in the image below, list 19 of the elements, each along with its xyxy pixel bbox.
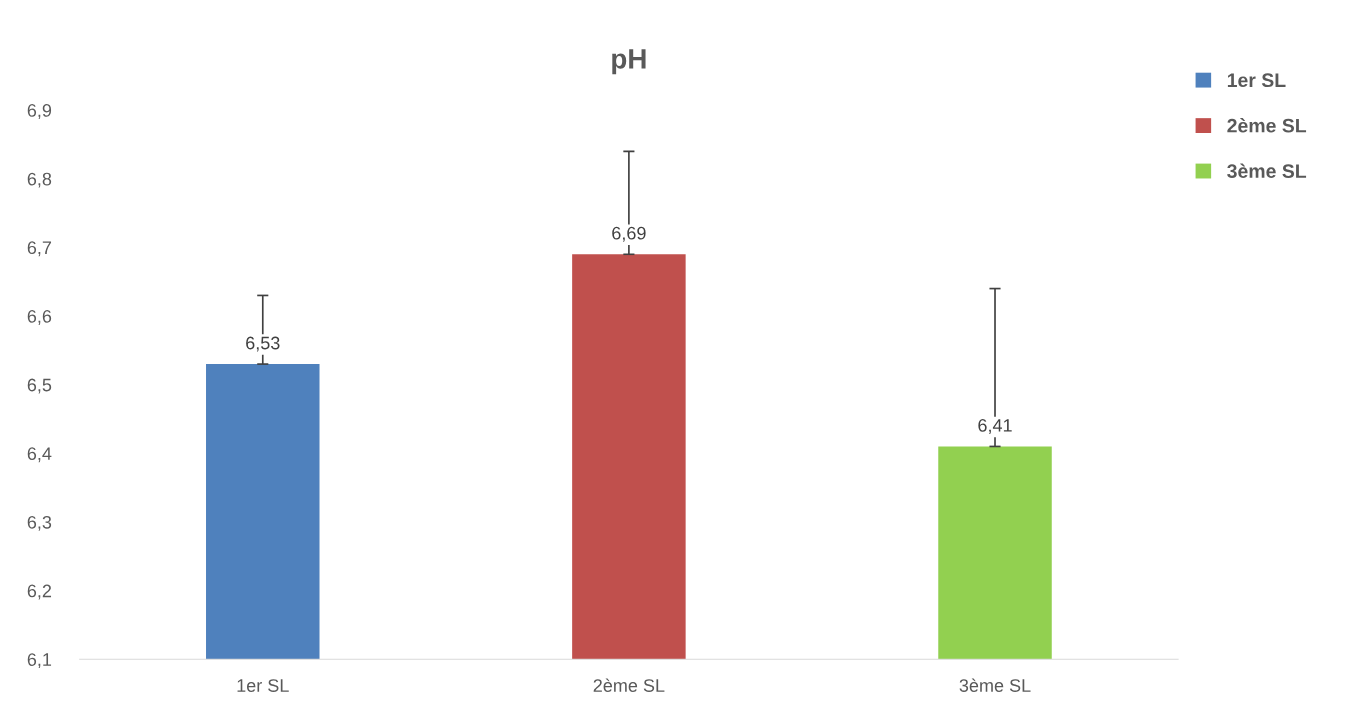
- y-tick-label: 6,2: [27, 584, 52, 600]
- y-tick-label: 6,5: [27, 378, 52, 394]
- data-label: 6,41: [978, 418, 1012, 434]
- y-tick-label: 6,9: [27, 104, 52, 119]
- x-tick-label: 2ème SL: [593, 678, 665, 692]
- x-tick-label: 1er SL: [237, 679, 289, 692]
- legend-label: 3ème SL: [1227, 163, 1307, 179]
- data-label: 6,69: [612, 226, 646, 242]
- y-tick-label: 6,7: [27, 241, 52, 257]
- chart-title: pH: [612, 49, 646, 75]
- x-tick-label: 3ème SL: [959, 678, 1031, 692]
- y-tick-label: 6,3: [27, 515, 52, 531]
- legend-label: 1er SL: [1227, 73, 1286, 88]
- y-tick-label: 6,4: [27, 447, 52, 463]
- y-tick-label: 6,8: [27, 172, 52, 188]
- y-tick-label: 6,1: [27, 653, 52, 669]
- data-label: 6,53: [246, 336, 280, 352]
- y-tick-label: 6,6: [27, 309, 52, 325]
- legend-label: 2ème SL: [1227, 118, 1307, 133]
